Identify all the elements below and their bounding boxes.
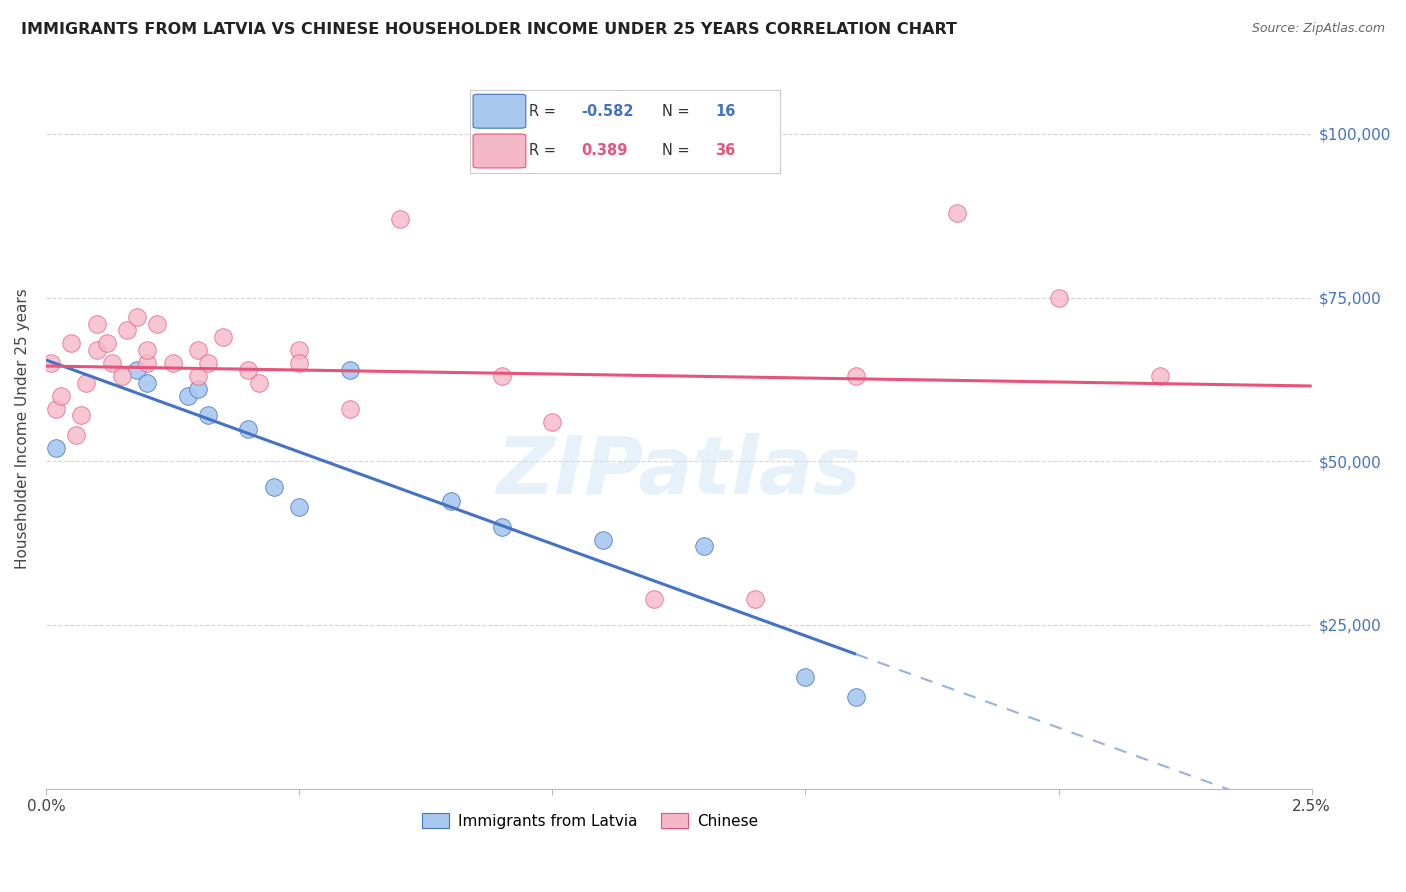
Point xyxy=(212,330,235,344)
Text: IMMIGRANTS FROM LATVIA VS CHINESE HOUSEHOLDER INCOME UNDER 25 YEARS CORRELATION : IMMIGRANTS FROM LATVIA VS CHINESE HOUSEH… xyxy=(21,22,957,37)
Text: ZIPatlas: ZIPatlas xyxy=(496,433,862,511)
Point xyxy=(440,493,463,508)
Point xyxy=(101,356,124,370)
Point xyxy=(845,369,868,384)
Point xyxy=(197,356,219,370)
Point xyxy=(794,670,817,684)
Point xyxy=(389,212,412,227)
Point xyxy=(288,343,311,357)
Point xyxy=(491,369,513,384)
Point xyxy=(263,480,285,494)
Point xyxy=(65,428,87,442)
Point xyxy=(247,376,270,390)
Point xyxy=(197,409,219,423)
Point xyxy=(96,336,118,351)
Point xyxy=(693,539,716,553)
Point xyxy=(288,356,311,370)
Point xyxy=(592,533,614,547)
Text: Source: ZipAtlas.com: Source: ZipAtlas.com xyxy=(1251,22,1385,36)
Point xyxy=(45,401,67,416)
Point xyxy=(86,343,108,357)
Point xyxy=(643,591,665,606)
Legend: Immigrants from Latvia, Chinese: Immigrants from Latvia, Chinese xyxy=(416,807,765,835)
Point xyxy=(187,343,209,357)
Point xyxy=(136,343,159,357)
Point xyxy=(86,317,108,331)
Point xyxy=(146,317,169,331)
Point xyxy=(70,409,93,423)
Y-axis label: Householder Income Under 25 years: Householder Income Under 25 years xyxy=(15,288,30,569)
Point xyxy=(136,376,159,390)
Point xyxy=(76,376,98,390)
Point xyxy=(845,690,868,704)
Point xyxy=(339,362,361,376)
Point xyxy=(187,369,209,384)
Point xyxy=(187,382,209,396)
Point xyxy=(136,356,159,370)
Point xyxy=(238,421,260,435)
Point xyxy=(127,362,149,376)
Point xyxy=(162,356,184,370)
Point xyxy=(946,205,969,219)
Point xyxy=(1149,369,1171,384)
Point xyxy=(45,441,67,455)
Point xyxy=(127,310,149,325)
Point xyxy=(541,415,564,429)
Point xyxy=(115,323,138,337)
Point xyxy=(491,519,513,533)
Point xyxy=(111,369,134,384)
Point xyxy=(288,500,311,514)
Point xyxy=(744,591,766,606)
Point xyxy=(49,389,72,403)
Point xyxy=(39,356,62,370)
Point xyxy=(1047,291,1070,305)
Point xyxy=(339,401,361,416)
Point xyxy=(238,362,260,376)
Point xyxy=(60,336,83,351)
Point xyxy=(177,389,200,403)
